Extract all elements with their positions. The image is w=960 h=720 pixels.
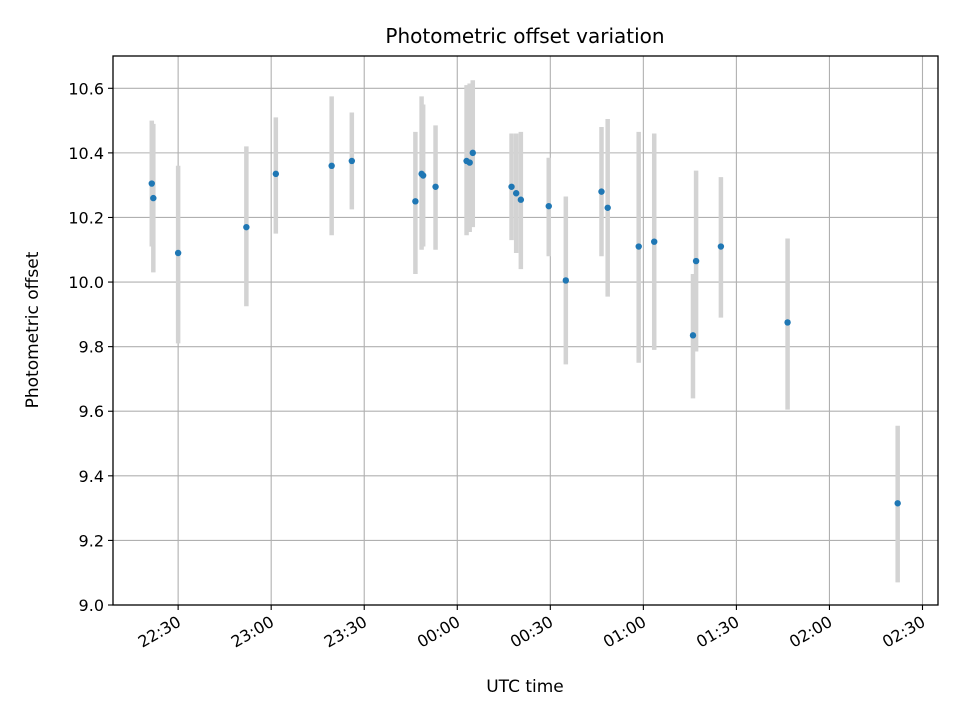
data-point xyxy=(469,149,476,157)
data-point xyxy=(784,319,791,326)
data-point xyxy=(598,188,605,195)
data-point xyxy=(419,172,427,179)
data-point xyxy=(466,159,473,166)
data-point xyxy=(894,500,901,507)
data-point xyxy=(545,202,552,210)
y-axis-label: Photometric offset xyxy=(23,251,43,408)
y-tick-label: 10.4 xyxy=(68,144,104,163)
data-point xyxy=(148,180,155,187)
data-point xyxy=(328,162,335,169)
y-tick-label: 10.2 xyxy=(68,208,104,227)
data-point xyxy=(604,204,611,211)
data-point xyxy=(635,243,642,250)
data-point xyxy=(512,190,520,197)
plot-frame xyxy=(112,55,939,606)
chart-title: Photometric offset variation xyxy=(385,24,664,48)
data-point xyxy=(651,238,658,245)
data-point xyxy=(272,170,280,178)
data-point xyxy=(150,194,157,202)
data-point xyxy=(412,198,419,205)
data-point xyxy=(689,332,697,339)
y-tick-label: 9.2 xyxy=(79,531,104,550)
data-point xyxy=(348,157,356,165)
x-axis-label: UTC time xyxy=(486,677,564,697)
y-tick-label: 9.8 xyxy=(79,338,104,357)
data-point xyxy=(717,243,725,250)
data-point xyxy=(243,223,250,231)
data-points xyxy=(148,149,901,507)
data-point xyxy=(562,277,570,284)
plot-area xyxy=(113,56,938,605)
data-point xyxy=(432,183,439,190)
data-point xyxy=(174,249,182,257)
data-point xyxy=(692,257,700,265)
y-tick-label: 9.4 xyxy=(79,467,104,486)
y-tick-label: 10.6 xyxy=(68,79,104,98)
y-axis-ticks: 9.0 9.2 9.4 9.6 9.8 10.0 10.2 10.4 10.6 xyxy=(68,79,113,615)
data-point xyxy=(508,183,515,190)
data-point xyxy=(517,196,525,203)
y-tick-label: 9.6 xyxy=(79,402,104,421)
y-tick-label: 10.0 xyxy=(68,273,104,292)
y-tick-label: 9.0 xyxy=(79,596,104,615)
